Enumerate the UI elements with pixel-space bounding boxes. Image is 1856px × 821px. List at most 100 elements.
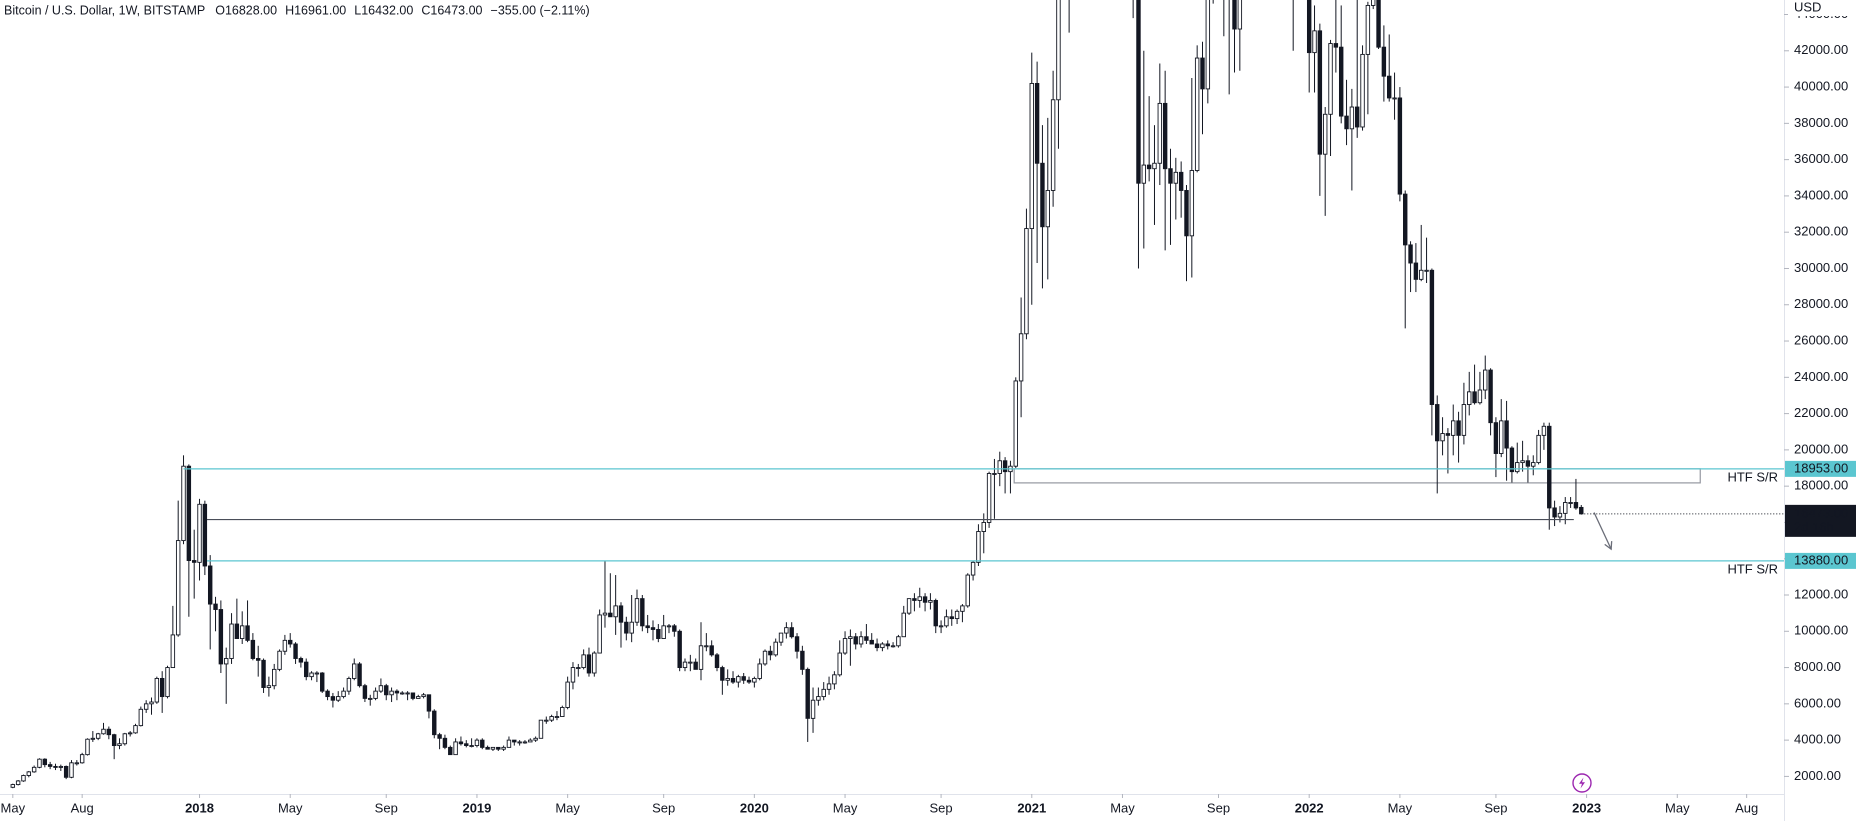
legend-header: Bitcoin / U.S. Dollar, 1W, BITSTAMP O168…	[4, 3, 590, 17]
candle-body	[1381, 46, 1387, 77]
x-tick-label: 2023	[1572, 800, 1601, 815]
candle-body	[1040, 162, 1045, 228]
candle-body	[127, 732, 133, 735]
ohlc-value: C16473.00	[421, 3, 482, 17]
candle-body	[106, 728, 112, 736]
candle-body	[1376, 0, 1381, 48]
candle-body	[821, 688, 826, 698]
candle-body	[986, 473, 992, 523]
candle-body	[1499, 420, 1504, 454]
y-tick-label: 32000.00	[1794, 224, 1848, 239]
candle-body	[1573, 502, 1579, 509]
candle-body	[1194, 57, 1200, 171]
candle-body	[480, 739, 485, 748]
last-price-badge	[1785, 504, 1856, 537]
candle-body	[922, 596, 928, 603]
candle-body	[266, 685, 272, 688]
level-badge	[1785, 552, 1856, 569]
candle-body	[405, 692, 410, 695]
y-tick-label: 6000.00	[1794, 695, 1841, 710]
candle-body	[762, 650, 768, 665]
candle-body	[1461, 404, 1467, 436]
icon-ring	[1572, 773, 1592, 793]
candle-body	[453, 741, 458, 756]
candle-body	[570, 667, 576, 683]
ohlc-value: H16961.00	[285, 3, 346, 17]
candle-body	[912, 598, 917, 601]
candle-body	[154, 677, 160, 703]
candle-body	[298, 658, 304, 663]
candle-body	[1483, 369, 1488, 391]
candle-body	[490, 746, 496, 750]
candle-body	[1456, 420, 1461, 436]
candle-body	[309, 672, 314, 678]
candle-body	[256, 658, 261, 661]
candle-body	[544, 719, 549, 722]
x-tick-label: May	[1388, 800, 1413, 815]
candle-body	[560, 707, 565, 717]
candle-body	[634, 598, 640, 623]
x-tick-label: Sep	[930, 800, 953, 815]
x-tick-label: 2019	[462, 800, 491, 815]
candle-body	[181, 465, 186, 542]
candle-body	[730, 677, 736, 683]
candle-body	[1504, 420, 1509, 449]
candle-body	[1045, 190, 1050, 228]
candle-body	[858, 636, 864, 645]
candle-body	[805, 668, 810, 719]
y-tick-label: 26000.00	[1794, 332, 1848, 347]
level-badge	[1785, 460, 1856, 477]
candle-body	[143, 703, 149, 710]
y-tick-label: 20000.00	[1794, 441, 1848, 456]
last-price-label: 16473.00	[1794, 505, 1848, 520]
candle-body	[42, 758, 48, 766]
candle-body	[693, 661, 698, 670]
candle-body	[37, 758, 42, 768]
candle-body	[149, 701, 154, 705]
candle-body	[330, 696, 336, 701]
x-tick-label: May	[278, 800, 303, 815]
candle-body	[53, 765, 58, 768]
candle-body	[688, 661, 693, 664]
y-tick-label: 34000.00	[1794, 187, 1848, 202]
y-tick-label: 12000.00	[1794, 586, 1848, 601]
candle-body	[1034, 82, 1040, 164]
x-tick-label: 2022	[1295, 800, 1324, 815]
candle-body	[1184, 190, 1189, 237]
candle-body	[432, 710, 437, 736]
candle-body	[965, 574, 970, 607]
candle-body	[1445, 433, 1451, 436]
candle-body	[656, 629, 661, 639]
candle-body	[853, 636, 858, 645]
candle-body	[650, 627, 656, 630]
candle-body	[362, 685, 368, 699]
candle-body	[197, 503, 202, 563]
candle-body	[1579, 506, 1584, 515]
candle-body	[122, 733, 128, 745]
candle-body	[501, 746, 506, 750]
candle-body	[1018, 333, 1024, 382]
candle-body	[741, 676, 746, 681]
candle-body	[373, 690, 378, 699]
lightning-icon[interactable]	[1572, 773, 1592, 793]
candle-body	[896, 636, 901, 647]
candle-body	[138, 708, 144, 727]
candle-body	[954, 610, 960, 620]
candle-body	[938, 625, 944, 628]
candle-body	[1200, 57, 1205, 90]
candle-body	[810, 699, 816, 719]
candle-body	[1056, 0, 1061, 101]
x-tick-label: 2018	[185, 800, 214, 815]
candle-body	[314, 672, 320, 675]
candle-body	[528, 739, 533, 743]
candle-body	[229, 623, 234, 659]
candle-body	[1141, 164, 1147, 184]
candle-body	[1365, 4, 1371, 55]
level-tag: HTF S/R	[1727, 469, 1778, 484]
candle-body	[426, 694, 432, 712]
candle-body	[213, 603, 218, 610]
candle-body	[613, 605, 618, 618]
candle-body	[1408, 244, 1413, 264]
candle-body	[757, 663, 762, 679]
